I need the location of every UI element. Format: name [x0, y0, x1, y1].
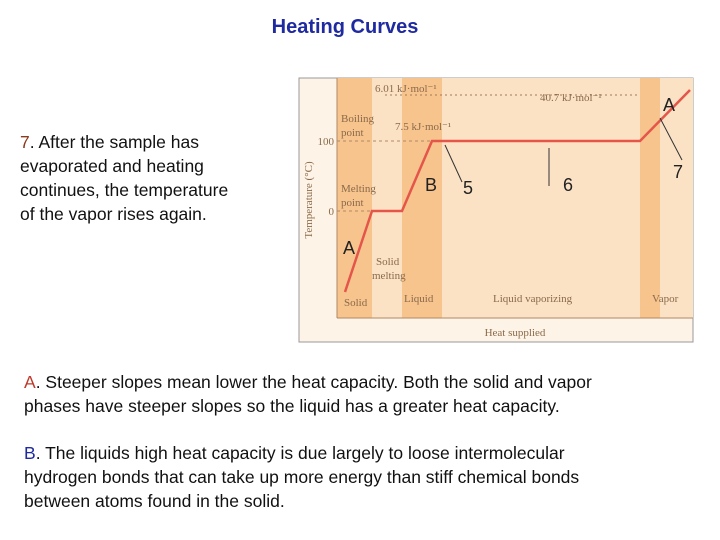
band: [337, 78, 372, 318]
side-note: 7. After the sample has evaporated and h…: [20, 130, 228, 226]
label: 7.5 kJ·mol⁻¹: [395, 121, 451, 133]
line: evaporated and heating: [20, 156, 204, 176]
pointer: [444, 144, 463, 183]
paragraph: B. The liquids high heat capacity is due…: [24, 441, 579, 513]
label: Liquid: [404, 293, 434, 305]
marker: 6: [563, 175, 573, 195]
label: 40.7 kJ·mol⁻¹: [540, 92, 602, 104]
line: between atoms found in the solid.: [24, 491, 285, 511]
axis-label: Heat supplied: [485, 327, 546, 339]
label: Liquid vaporizing: [493, 293, 573, 305]
text: . The liquids high heat capacity is due …: [35, 443, 565, 463]
title: Heating Curves: [271, 16, 419, 38]
axis-label: Temperature (°C): [303, 161, 315, 239]
marker: A: [663, 95, 675, 115]
line: 7. After the sample has: [20, 130, 228, 154]
marker: 7: [673, 162, 683, 182]
line: phases have steeper slopes so the liquid…: [24, 396, 560, 416]
label: Melting: [341, 183, 376, 195]
label: Solid: [344, 297, 368, 309]
curve: [343, 89, 691, 293]
marker: A: [343, 238, 355, 258]
text: . Steeper slopes mean lower the heat cap…: [35, 372, 592, 392]
line: continues, the temperature: [20, 180, 229, 200]
marker: B: [24, 443, 36, 463]
line: hydrogen bonds that can take up more ene…: [24, 467, 580, 487]
label: Vapor: [652, 293, 679, 305]
paragraph: A. Steeper slopes mean lower the heat ca…: [24, 370, 592, 418]
label: Boiling: [341, 113, 375, 125]
marker: 5: [463, 178, 473, 198]
line: B. The liquids high heat capacity is due…: [24, 441, 579, 465]
label: 6.01 kJ·mol⁻¹: [375, 83, 437, 95]
text: . After the sample has: [29, 132, 199, 152]
line: A. Steeper slopes mean lower the heat ca…: [24, 370, 592, 394]
marker: A: [24, 372, 36, 392]
marker: B: [425, 175, 437, 195]
pointer: [659, 117, 683, 161]
tick-label: 100: [318, 136, 335, 148]
bg: [337, 78, 693, 318]
label: point: [341, 127, 364, 139]
band: [640, 78, 660, 318]
line: of the vapor rises again.: [20, 204, 207, 224]
label: point: [341, 197, 364, 209]
tick-label: 0: [329, 206, 335, 218]
label: Solid: [376, 256, 400, 268]
number: 7: [20, 132, 30, 152]
label: melting: [372, 270, 406, 282]
